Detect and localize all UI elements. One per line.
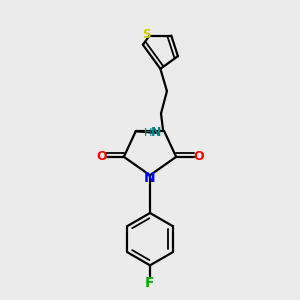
Text: H: H — [144, 128, 152, 138]
Text: N: N — [152, 126, 162, 139]
Text: F: F — [145, 276, 155, 290]
Text: O: O — [194, 150, 204, 163]
Text: N: N — [144, 171, 156, 185]
Text: S: S — [142, 28, 150, 40]
Text: O: O — [96, 150, 106, 163]
